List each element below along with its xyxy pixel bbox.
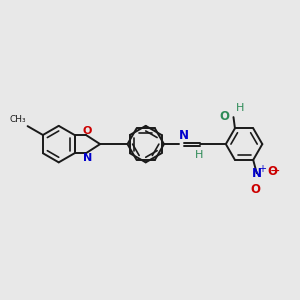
Text: H: H	[236, 103, 244, 113]
Text: N: N	[179, 129, 189, 142]
Text: O: O	[82, 126, 92, 136]
Text: O: O	[250, 183, 260, 196]
Text: O: O	[219, 110, 230, 123]
Text: −: −	[270, 165, 280, 178]
Text: N: N	[83, 153, 92, 163]
Text: CH₃: CH₃	[10, 116, 26, 124]
Text: +: +	[258, 164, 266, 174]
Text: H: H	[195, 150, 203, 160]
Text: O: O	[267, 165, 277, 178]
Text: N: N	[252, 167, 262, 180]
